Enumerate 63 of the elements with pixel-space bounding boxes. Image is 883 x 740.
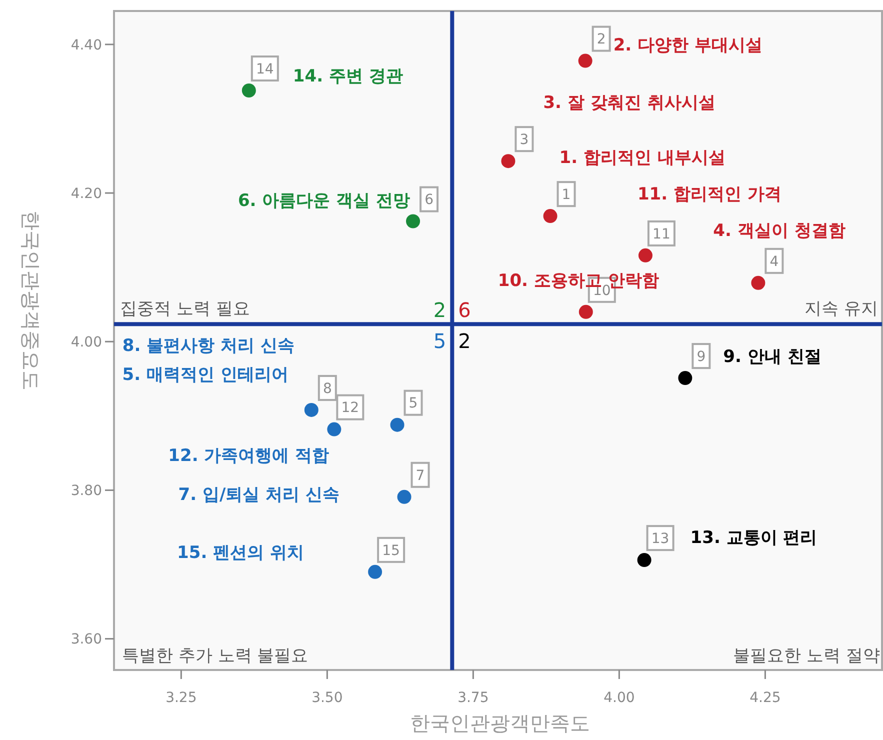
point [543,209,558,224]
y-tick-label: 4.20 [70,186,102,202]
annotation: 9. 안내 친절 [723,346,822,367]
annotation: 2 [458,329,471,354]
point [751,276,766,290]
annotation: 14. 주변 경관 [292,66,403,86]
annotation: 11. 합리적인 가격 [637,184,782,204]
annotation: 1 [562,186,571,203]
annotation: 6 [424,192,434,208]
annotation: 6. 아름다운 객실 전망 [238,191,410,212]
annotation: 11 [652,226,670,242]
y-axis-title: 한국인관광객중요도 [19,210,43,390]
annotation: 8 [322,380,332,397]
point [501,154,516,168]
annotation: 7 [416,468,425,484]
point [406,214,420,228]
annotation: 12. 가족여행에 적합 [168,446,330,466]
point [368,564,382,579]
annotation: 14 [256,61,274,78]
annotation: 12 [341,400,360,416]
point [578,304,593,319]
annotation: 13. 교통이 편리 [690,528,818,548]
annotation: 4 [770,254,779,270]
annotation: 7. 입/퇴실 처리 신속 [178,484,340,505]
annotation: 5 [408,396,418,412]
annotation: 2. 다양한 부대시설 [613,36,762,56]
x-tick-label: 3.25 [166,690,197,706]
annotation: 5. 매력적인 인테리어 [122,364,288,385]
annotation: 4. 객실이 청결함 [713,220,846,241]
annotation: 집중적 노력 필요 [120,299,250,320]
annotation: 3 [520,132,529,148]
annotation: 2 [596,32,606,48]
annotation: 15. 펜션의 위치 [177,542,304,563]
annotation: 1. 합리적인 내부시설 [559,148,726,168]
point [637,553,652,568]
point [578,54,592,68]
point [638,248,652,262]
x-tick-label: 3.50 [312,690,343,706]
point [390,418,404,432]
annotation: 13 [651,530,670,547]
point [242,84,256,98]
annotation: 3. 잘 갖춰진 취사시설 [543,93,716,114]
annotation: 불필요한 노력 절약 [733,646,880,666]
annotation: 15 [382,542,400,559]
annotation: 9 [696,348,706,365]
annotation: 6 [458,298,471,322]
x-axis-title: 한국인관광객만족도 [410,711,590,735]
x-tick-label: 3.75 [458,690,489,706]
point [327,422,342,436]
point [678,371,692,386]
annotation: 지속 유지 [804,299,878,320]
y-tick-label: 4.00 [70,334,102,351]
annotation: 2 [433,298,446,322]
annotation: 5 [433,329,446,354]
y-tick-label: 3.80 [70,483,102,500]
annotation: 8. 불편사항 처리 신속 [122,336,294,356]
y-tick-label: 3.60 [70,632,102,648]
y-tick-label: 4.40 [70,37,102,54]
x-tick-label: 4.00 [604,690,635,706]
annotation: 특별한 추가 노력 불필요 [122,646,308,666]
point [304,402,318,417]
x-tick-label: 4.25 [750,690,781,706]
point [397,490,412,504]
